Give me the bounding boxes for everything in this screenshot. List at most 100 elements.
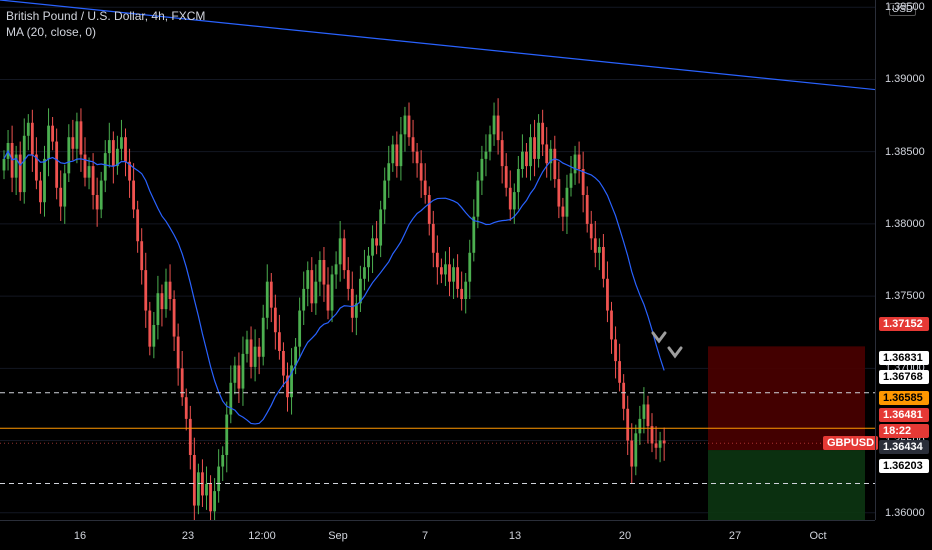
candle-body: [265, 281, 269, 318]
candle-body: [99, 180, 103, 210]
time-tick-label: Sep: [328, 530, 348, 542]
candle-body: [484, 151, 488, 159]
moving-average-line: [3, 149, 665, 425]
candle-body: [427, 195, 431, 224]
price-chart[interactable]: British Pound / U.S. Dollar, 4h, FXCM MA…: [0, 0, 879, 529]
candle-body: [407, 115, 411, 138]
candle-body: [581, 169, 585, 195]
candle-body: [261, 317, 265, 357]
chart-canvas[interactable]: [0, 0, 876, 529]
candle-body: [164, 281, 168, 310]
candle-body: [188, 418, 192, 455]
price-axis[interactable]: USD 1.39500 1.39000 1.38500 1.38000 1.37500 1…: [875, 0, 932, 520]
candle-body: [537, 122, 540, 159]
candle-body: [387, 163, 391, 181]
candle-body: [278, 332, 281, 351]
candle-body: [480, 158, 484, 181]
candle-body: [411, 137, 415, 152]
candle-body: [334, 264, 338, 275]
candle-body: [440, 267, 443, 275]
candle-body: [257, 346, 261, 357]
candle-body: [294, 346, 297, 366]
candle-body: [140, 241, 144, 271]
symbol-title[interactable]: British Pound / U.S. Dollar, 4h, FXCM: [6, 9, 206, 23]
price-tick-label: 1.36000: [885, 506, 925, 519]
candle-body: [456, 267, 459, 289]
candle-body: [468, 252, 472, 282]
ma-indicator-label[interactable]: MA (20, close, 0): [6, 25, 97, 39]
candle-body: [431, 223, 435, 253]
candle-body: [561, 206, 565, 217]
candle-body: [363, 267, 366, 279]
candle-body: [120, 137, 123, 149]
candle-body: [318, 260, 322, 282]
price-badge-lower-dash: 1.36203: [879, 459, 929, 473]
candle-body: [229, 382, 233, 415]
candle-body: [577, 154, 581, 169]
candle-body: [569, 173, 573, 188]
candle-body: [367, 255, 370, 268]
price-tick-label: 1.39000: [885, 73, 925, 86]
candle-body: [342, 238, 346, 271]
bar-countdown: 18:22: [879, 424, 929, 438]
candle-body: [464, 281, 468, 299]
candle-body: [180, 368, 184, 398]
candle-body: [419, 163, 423, 181]
candle-body: [391, 144, 395, 164]
candle-body: [306, 270, 310, 289]
candle-body: [55, 141, 59, 188]
candle-body: [521, 151, 524, 169]
candle-body: [14, 154, 18, 178]
trendline: [0, 0, 876, 91]
candle-body: [444, 264, 447, 275]
candle-body: [75, 121, 79, 149]
candle-body: [423, 180, 427, 195]
candle-body: [124, 137, 127, 162]
candle-body: [488, 134, 492, 152]
candle-body: [602, 247, 605, 279]
candle-body: [642, 404, 646, 419]
time-axis[interactable]: 16 23 12:00 Sep 7 13 20 27 Oct: [0, 520, 875, 550]
price-badge-orange-line: 1.36585: [879, 391, 929, 405]
candle-body: [585, 195, 589, 224]
candle-body: [35, 154, 38, 181]
candle-body: [565, 187, 569, 217]
candle-body: [176, 336, 180, 369]
candle-body: [221, 455, 225, 467]
candle-body: [448, 264, 451, 282]
candle-body: [22, 135, 26, 193]
candle-body: [168, 281, 172, 299]
candle-body: [107, 140, 111, 154]
candle-body: [79, 121, 83, 155]
candle-body: [314, 281, 318, 304]
chart-legend: British Pound / U.S. Dollar, 4h, FXCM MA…: [6, 8, 205, 40]
candle-body: [184, 397, 188, 419]
candle-body: [95, 195, 99, 210]
candle-body: [508, 187, 512, 210]
time-tick-label: 20: [618, 530, 632, 542]
candle-body: [634, 433, 638, 467]
candle-body: [197, 472, 200, 506]
candle-body: [383, 180, 387, 210]
candle-body: [415, 151, 419, 164]
candle-body: [30, 122, 34, 155]
price-badge-stop: 1.37152: [879, 317, 929, 331]
time-tick-label: Oct: [809, 530, 827, 542]
candle-body: [192, 455, 196, 506]
candle-body: [354, 303, 358, 318]
candle-body: [533, 137, 536, 159]
candle-body: [71, 137, 75, 149]
candle-body: [650, 426, 654, 444]
candle-body: [116, 148, 119, 167]
candle-body: [282, 351, 285, 376]
candle-body: [172, 299, 176, 337]
candle-body: [103, 153, 107, 181]
price-tick-label: 1.38500: [885, 145, 925, 158]
candle-body: [302, 288, 306, 311]
time-tick-label: 23: [181, 530, 195, 542]
candle-body: [156, 293, 160, 325]
time-tick-label: 13: [508, 530, 522, 542]
price-badge-last-price: 1.36481: [879, 408, 929, 422]
candle-body: [658, 440, 662, 448]
price-tick-label: 1.38000: [885, 217, 925, 230]
